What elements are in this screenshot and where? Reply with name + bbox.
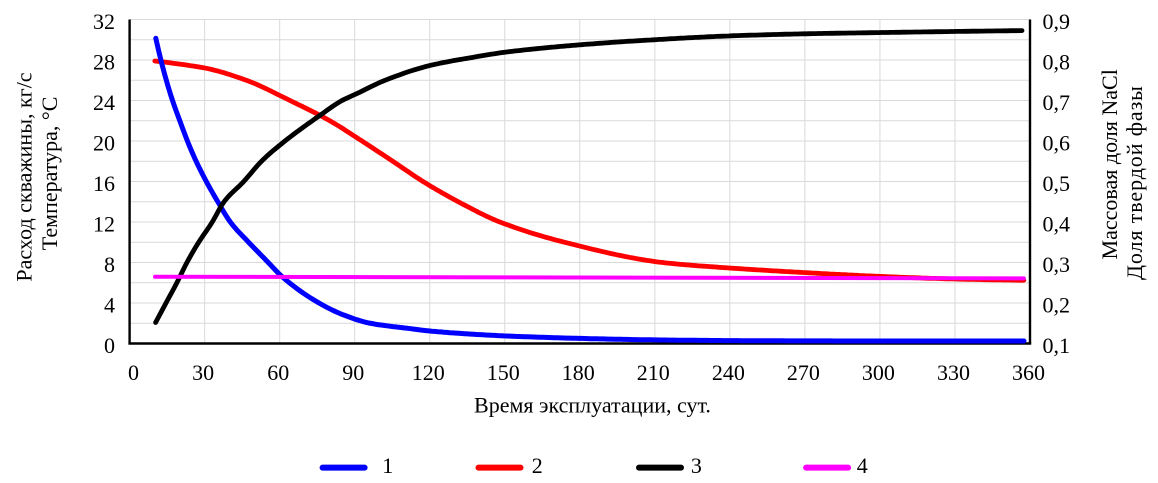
svg-text:180: 180 [562,360,595,385]
svg-text:270: 270 [787,360,820,385]
svg-text:60: 60 [267,360,289,385]
svg-text:2: 2 [532,453,543,478]
svg-text:0,9: 0,9 [1043,9,1071,34]
svg-text:16: 16 [93,171,115,196]
svg-text:150: 150 [487,360,520,385]
svg-text:0,7: 0,7 [1043,90,1071,115]
svg-text:Время эксплуатации, сут.: Время эксплуатации, сут. [474,393,711,418]
svg-text:4: 4 [104,293,115,318]
svg-text:210: 210 [637,360,670,385]
svg-text:4: 4 [857,453,868,478]
svg-text:Температура, °С: Температура, °С [37,97,62,251]
svg-text:120: 120 [412,360,445,385]
svg-text:3: 3 [691,453,702,478]
svg-text:28: 28 [93,50,115,75]
svg-text:300: 300 [862,360,895,385]
svg-text:0: 0 [104,333,115,358]
svg-text:24: 24 [93,90,115,115]
svg-text:0,3: 0,3 [1043,252,1071,277]
svg-text:8: 8 [104,252,115,277]
svg-text:0,8: 0,8 [1043,50,1071,75]
svg-text:0: 0 [128,360,139,385]
svg-text:Расход скважины, кг/с: Расход скважины, кг/с [12,72,37,281]
svg-text:0,6: 0,6 [1043,131,1071,156]
svg-text:30: 30 [192,360,214,385]
svg-text:Доля твердой фазы: Доля твердой фазы [1122,85,1147,280]
svg-text:90: 90 [342,360,364,385]
svg-text:0,1: 0,1 [1043,333,1071,358]
svg-text:240: 240 [712,360,745,385]
svg-text:330: 330 [937,360,970,385]
svg-text:0,2: 0,2 [1043,293,1071,318]
svg-text:12: 12 [93,212,115,237]
svg-text:0,5: 0,5 [1043,171,1071,196]
svg-text:0,4: 0,4 [1043,212,1071,237]
svg-text:360: 360 [1012,360,1045,385]
svg-text:1: 1 [382,453,393,478]
svg-text:Массовая доля NaCl: Массовая доля NaCl [1097,69,1122,259]
svg-text:20: 20 [93,131,115,156]
svg-text:32: 32 [93,9,115,34]
